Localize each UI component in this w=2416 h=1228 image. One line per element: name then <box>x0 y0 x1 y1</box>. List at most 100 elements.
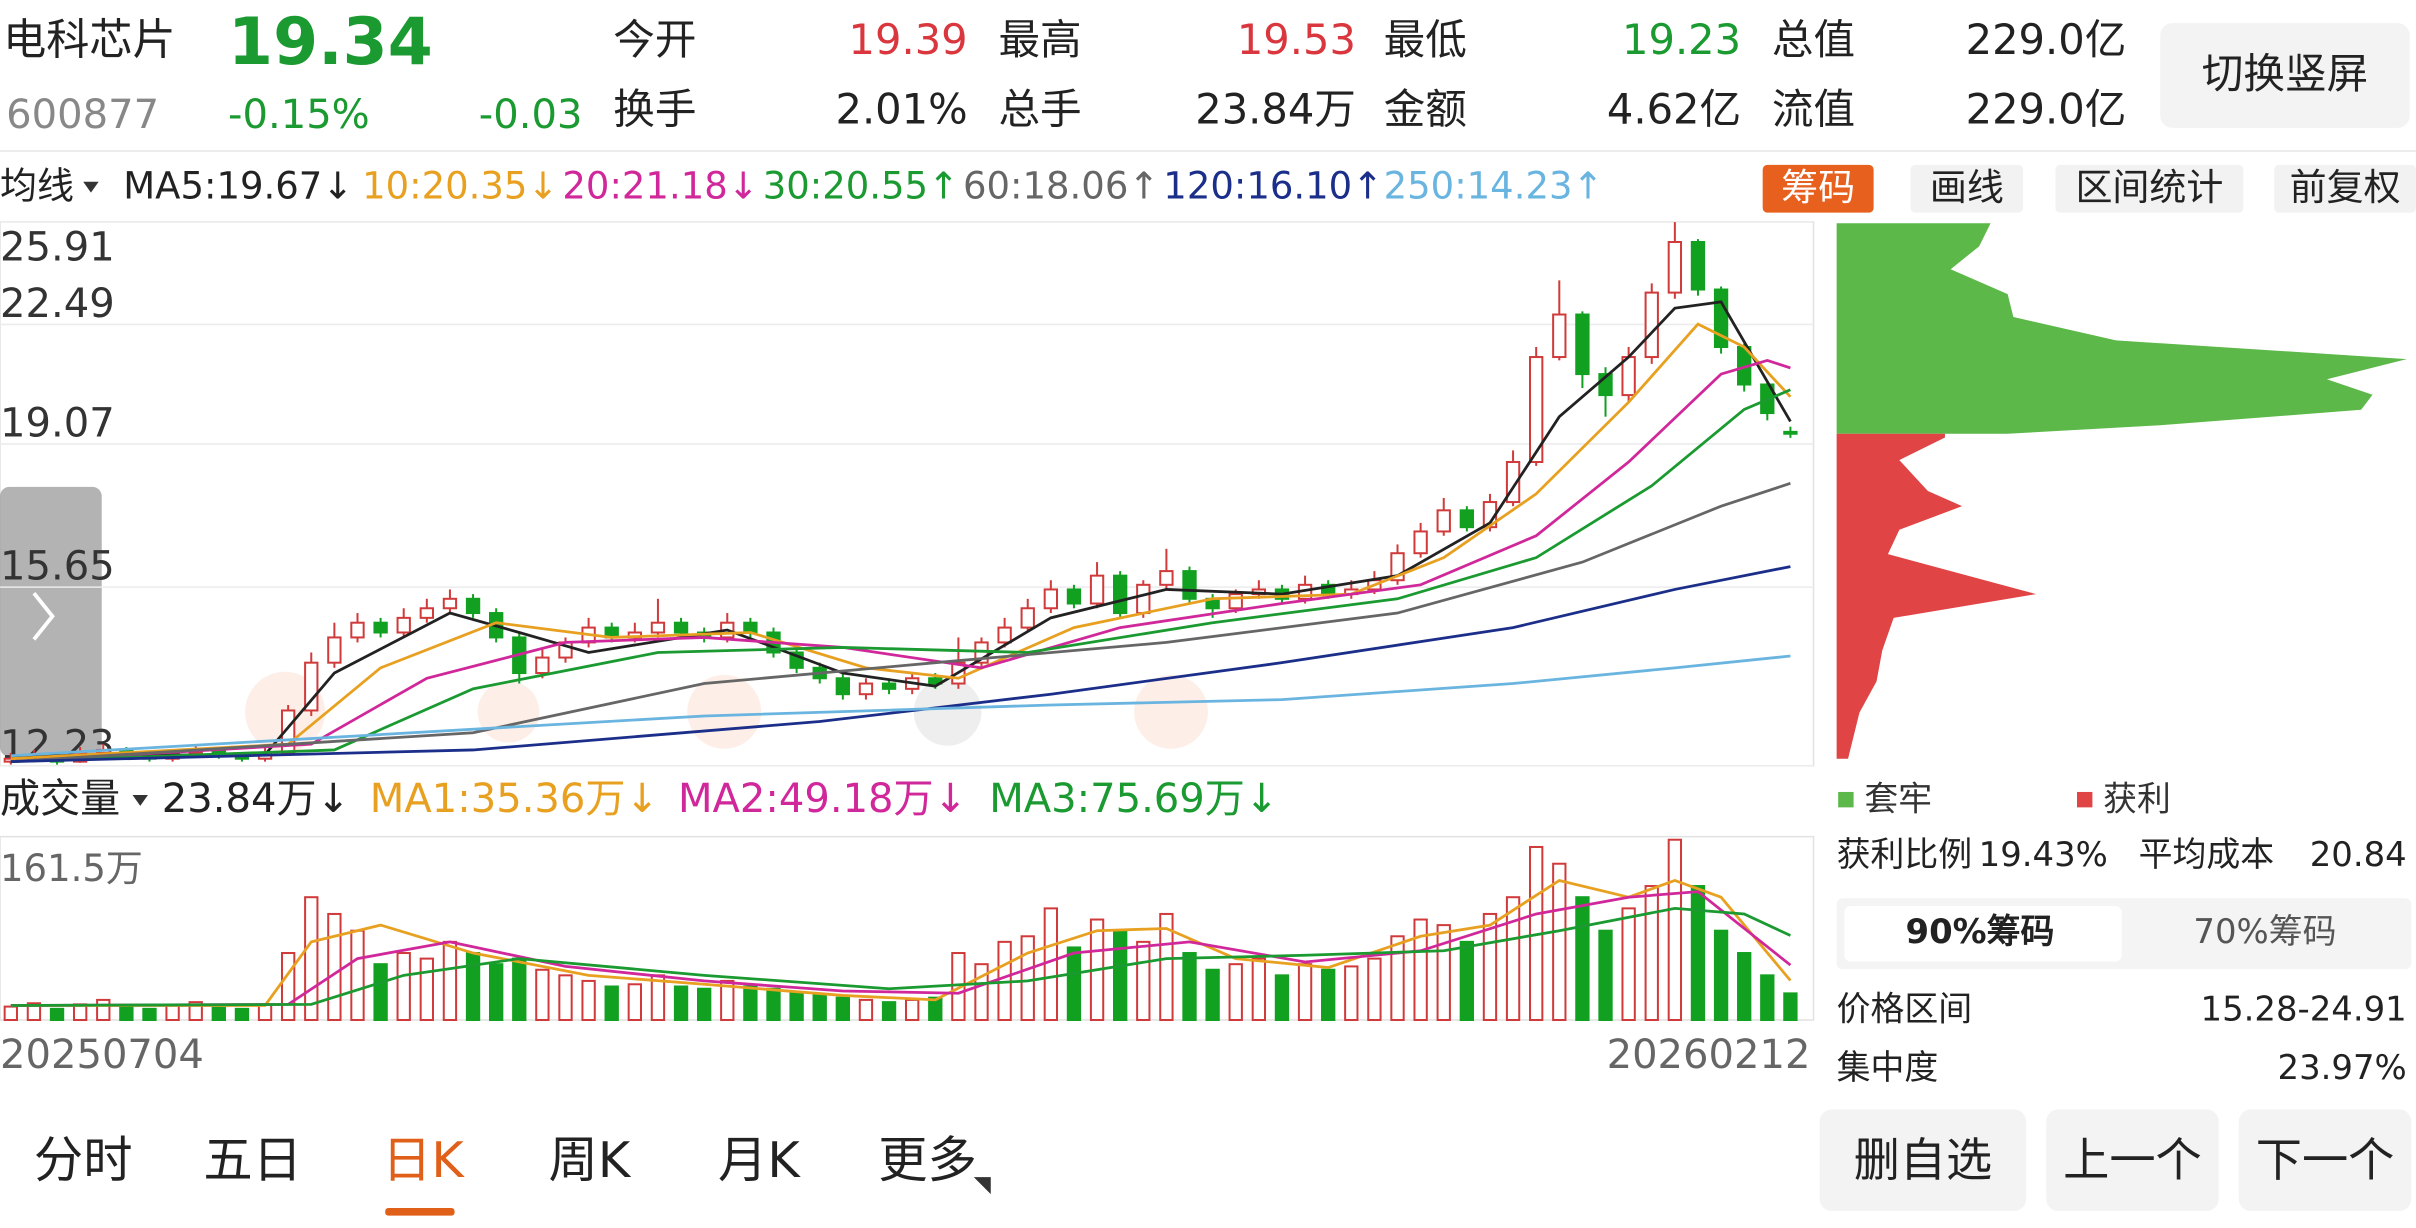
candle-body <box>1228 593 1243 610</box>
volume-selector[interactable]: 成交量 <box>0 776 120 822</box>
switch-button-label: 切换竖屏 <box>2202 49 2368 98</box>
volume-bar <box>697 987 712 1021</box>
ma-legend: 20:21.18↓ <box>562 164 758 207</box>
legend-swatch <box>2076 791 2093 808</box>
candle-body <box>1552 313 1567 359</box>
candle-body <box>928 677 943 685</box>
candle-body <box>835 677 851 696</box>
volume-bar <box>581 979 596 1021</box>
y-tick-label: 19.07 <box>0 400 115 446</box>
marker <box>477 681 540 743</box>
candle-body <box>858 682 874 696</box>
tool-button[interactable] <box>2055 164 2244 213</box>
volume-bar <box>1737 952 1752 1021</box>
volume-bar <box>1482 912 1498 1021</box>
ma-legend: 10:20.35↓ <box>362 164 558 207</box>
candle-body <box>1436 509 1451 533</box>
action-button[interactable] <box>2238 1109 2412 1212</box>
volume-bar <box>812 994 827 1021</box>
volume-bar <box>1598 929 1613 1021</box>
volume-bar <box>1575 896 1590 1021</box>
candle-body <box>1783 430 1798 435</box>
volume-bar <box>1159 912 1174 1021</box>
y-tick-label: 22.49 <box>0 281 115 327</box>
dropdown-icon <box>132 795 148 806</box>
candle-body <box>1413 530 1428 555</box>
volume-legend: 23.84万↓ <box>162 776 350 822</box>
change-pct: -0.15% <box>228 92 370 138</box>
volume-legend: MA1:35.36万↓ <box>370 776 659 822</box>
y-tick-label: 15.65 <box>0 544 115 590</box>
volume-bar <box>1459 940 1475 1021</box>
ma-line <box>10 890 1792 1007</box>
period-tab[interactable]: 日K <box>382 1131 465 1189</box>
volume-bar <box>881 1001 897 1021</box>
dropdown-icon <box>83 181 99 193</box>
tool-button-label: 筹码 <box>1781 166 1855 209</box>
stat-label: 今开 <box>613 15 696 64</box>
ma-line <box>10 878 1792 1007</box>
expand-handle[interactable] <box>0 486 102 757</box>
candle-body <box>1667 241 1683 294</box>
volume-bar <box>974 963 989 1021</box>
volume-bar <box>1621 907 1636 1021</box>
ma-line <box>10 906 1792 1007</box>
candle-body <box>419 607 434 619</box>
action-button[interactable] <box>2046 1109 2219 1212</box>
action-button[interactable] <box>1819 1109 2027 1212</box>
ma-legend: 60:18.06↑ <box>963 164 1159 207</box>
legend-label: 获利 <box>2103 780 2171 819</box>
stat-value: 2.01% <box>835 84 967 133</box>
tool-button[interactable] <box>2274 164 2416 213</box>
volume-bar <box>627 983 642 1021</box>
volume-bar <box>766 987 781 1021</box>
stat-label: 换手 <box>613 84 696 133</box>
volume-legend: MA3:75.69万↓ <box>989 776 1278 822</box>
volume-bar <box>835 996 851 1021</box>
period-tab[interactable]: 更多 <box>878 1131 977 1189</box>
tool-button-label: 前复权 <box>2290 166 2401 209</box>
switch-button[interactable] <box>2160 23 2410 128</box>
ma-selector[interactable]: 均线 <box>0 164 74 207</box>
concentration: 23.97% <box>2278 1048 2407 1087</box>
volume-bar <box>1390 935 1405 1021</box>
volume-bar <box>1344 965 1359 1021</box>
candle-body <box>1621 356 1636 397</box>
volume-bar <box>673 985 689 1021</box>
volume-bar <box>1043 907 1059 1021</box>
action-button-label: 删自选 <box>1854 1133 1993 1187</box>
candle-body <box>535 656 550 675</box>
volume-bar <box>234 1007 250 1021</box>
volume-bar <box>165 1004 180 1021</box>
period-tab[interactable]: 月K <box>718 1131 801 1189</box>
tool-button-label: 画线 <box>1930 166 2004 209</box>
candle-body <box>1459 509 1475 529</box>
candle-body <box>350 621 365 639</box>
stat-value: 19.23 <box>1622 15 1741 64</box>
stock-price: 19.34 <box>228 5 433 80</box>
volume-bar <box>905 998 920 1021</box>
tool-button[interactable] <box>1762 164 1874 213</box>
period-tab[interactable]: 分时 <box>34 1131 133 1189</box>
range-label: 价格区间 <box>1837 989 1973 1028</box>
tool-button[interactable] <box>1910 164 2024 213</box>
range: 15.28-24.91 <box>2201 989 2407 1028</box>
chip-tab[interactable]: 70%筹码 <box>2193 912 2336 951</box>
candle-body <box>396 616 411 634</box>
volume-bar <box>789 991 804 1021</box>
candle-body <box>997 626 1012 644</box>
volume-bar <box>280 952 296 1021</box>
period-tab[interactable]: 周K <box>549 1131 632 1189</box>
period-tab[interactable]: 五日 <box>203 1131 302 1189</box>
chip-tab[interactable]: 90%筹码 <box>1906 912 2055 951</box>
candle-body <box>743 621 758 634</box>
candle-body <box>442 597 458 610</box>
chip-tab-active[interactable] <box>1844 905 2122 962</box>
candle-body <box>1043 588 1059 610</box>
ma-line <box>10 300 1792 758</box>
volume-bar <box>1436 924 1451 1021</box>
volume-bar <box>1413 918 1428 1021</box>
volume-bar <box>1667 838 1683 1021</box>
volume-bar <box>442 940 458 1021</box>
stat-value: 19.53 <box>1237 15 1356 64</box>
